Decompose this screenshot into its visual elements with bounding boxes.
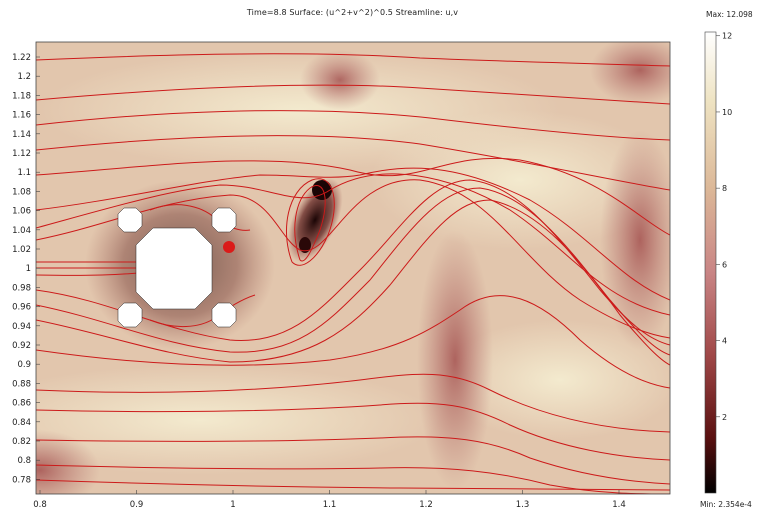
y-tick-label: 1.12 bbox=[12, 149, 31, 159]
colorbar bbox=[704, 31, 717, 494]
y-tick-label: 0.94 bbox=[12, 322, 31, 332]
x-tick-label: 1.2 bbox=[419, 500, 433, 510]
y-tick-label: 1.08 bbox=[12, 187, 31, 197]
y-tick-label: 1.18 bbox=[12, 91, 31, 101]
y-tick-label: 0.98 bbox=[12, 283, 31, 293]
colorbar-tick-label: 6 bbox=[722, 260, 727, 269]
y-axis: 1.22 1.2 1.18 1.16 1.14 1.12 1.1 1.08 1.06 1.04 1.… bbox=[12, 53, 40, 485]
small-cylinder-top-left bbox=[117, 207, 143, 233]
x-tick-label: 1.4 bbox=[612, 500, 626, 510]
y-tick-label: 0.9 bbox=[17, 360, 31, 370]
small-cylinder-bottom-left bbox=[117, 302, 143, 328]
x-axis: 0.8 0.9 1 1.1 1.2 1.3 1.4 bbox=[33, 490, 626, 510]
small-cylinder-bottom-right bbox=[211, 302, 237, 328]
y-tick-label: 0.8 bbox=[17, 456, 31, 466]
colorbar-tick-label: 12 bbox=[722, 32, 732, 41]
colorbar-max-label: Max: 12.098 bbox=[706, 10, 753, 19]
y-tick-label: 1.1 bbox=[17, 168, 31, 178]
colorbar-tick-label: 10 bbox=[722, 108, 732, 117]
x-tick-label: 0.9 bbox=[130, 500, 144, 510]
y-tick-label: 0.88 bbox=[12, 379, 31, 389]
colorbar-tick-label: 2 bbox=[722, 413, 727, 422]
y-tick-label: 0.78 bbox=[12, 475, 31, 485]
x-tick-label: 1 bbox=[230, 500, 235, 510]
x-tick-label: 1.3 bbox=[516, 500, 530, 510]
y-tick-label: 0.82 bbox=[12, 437, 31, 447]
y-tick-label: 1.14 bbox=[12, 130, 31, 140]
y-tick-label: 1 bbox=[26, 264, 31, 274]
red-vortex-marker bbox=[223, 241, 235, 253]
y-tick-label: 0.96 bbox=[12, 303, 31, 313]
cylinder-obstacles bbox=[117, 207, 237, 328]
plot-title: Time=8.8 Surface: (u^2+v^2)^0.5 Streamli… bbox=[246, 8, 459, 17]
y-tick-label: 1.16 bbox=[12, 111, 31, 121]
y-tick-label: 0.92 bbox=[12, 341, 31, 351]
colorbar-min-label: Min: 2.354e-4 bbox=[700, 500, 752, 509]
y-tick-label: 0.84 bbox=[12, 418, 31, 428]
colorbar-ticks: 12 10 8 6 4 2 bbox=[716, 32, 732, 422]
x-tick-label: 1.1 bbox=[323, 500, 337, 510]
y-tick-label: 1.2 bbox=[17, 72, 31, 82]
colorbar-tick-label: 8 bbox=[722, 184, 727, 193]
x-tick-label: 0.8 bbox=[33, 500, 47, 510]
main-cylinder bbox=[135, 227, 213, 310]
y-tick-label: 1.02 bbox=[12, 245, 31, 255]
y-tick-label: 1.06 bbox=[12, 207, 31, 217]
y-tick-label: 0.86 bbox=[12, 399, 31, 409]
colorbar-tick-label: 4 bbox=[722, 337, 727, 346]
streamlines bbox=[36, 53, 670, 494]
small-cylinder-top-right bbox=[211, 207, 237, 233]
y-tick-label: 1.04 bbox=[12, 226, 31, 236]
y-tick-label: 1.22 bbox=[12, 53, 31, 63]
